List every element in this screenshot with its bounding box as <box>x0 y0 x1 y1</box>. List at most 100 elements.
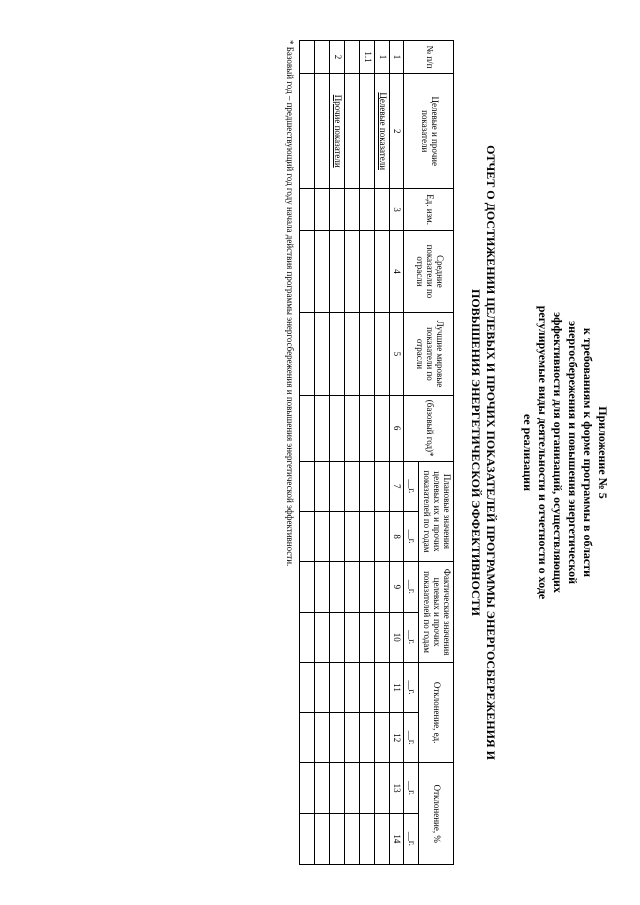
cell <box>329 713 344 763</box>
cell <box>344 662 359 712</box>
table-head: № п/п Целевые и прочие показатели Ед. из… <box>389 41 453 865</box>
cell <box>359 813 374 864</box>
title-line: ОТЧЕТ О ДОСТИЖЕНИИ ЦЕЛЕВЫХ И ПРОЧИХ ПОКА… <box>484 145 498 760</box>
cell <box>315 230 330 312</box>
cell <box>344 41 359 74</box>
cell <box>329 189 344 230</box>
cell <box>329 612 344 662</box>
cell <box>374 313 389 395</box>
colnum: 5 <box>389 313 404 395</box>
colnum: 4 <box>389 230 404 312</box>
col-dev-unit: Отклонение, ед. <box>419 662 454 763</box>
cell <box>300 313 315 395</box>
document-page: Приложение № 5 к требованиям к форме про… <box>0 0 640 905</box>
cell <box>329 230 344 312</box>
footnote: * Базовый год – предшествующий год году … <box>285 40 295 865</box>
table-row: 1.1 <box>359 41 374 865</box>
cell <box>359 313 374 395</box>
table-body: 1 Целевые показатели 1.1 <box>300 41 389 865</box>
colnum: 10 <box>389 612 404 662</box>
cell <box>344 395 359 461</box>
cell <box>359 511 374 561</box>
cell <box>344 189 359 230</box>
cell <box>329 461 344 511</box>
cell <box>300 511 315 561</box>
cell <box>329 395 344 461</box>
cell <box>374 713 389 763</box>
appendix-line: ее реализации <box>521 414 535 491</box>
cell <box>300 189 315 230</box>
colnum: 3 <box>389 189 404 230</box>
cell <box>300 813 315 864</box>
cell <box>315 189 330 230</box>
cell <box>344 612 359 662</box>
colnum: 14 <box>389 813 404 864</box>
col-dev-pct: Отклонение, % <box>419 763 454 865</box>
cell <box>315 562 330 612</box>
colnum: 13 <box>389 763 404 813</box>
cell <box>344 461 359 511</box>
cell <box>374 461 389 511</box>
table-row <box>344 41 359 865</box>
cell <box>315 395 330 461</box>
title-line: ПОВЫШЕНИЯ ЭНЕРГЕТИЧЕСКОЙ ЭФФЕКТИВНОСТИ <box>469 289 483 616</box>
table-row: 1 Целевые показатели <box>374 41 389 865</box>
col-unit: Ед. изм. <box>404 189 454 230</box>
cell <box>329 813 344 864</box>
cell <box>300 612 315 662</box>
col-year: __г. <box>404 511 419 561</box>
appendix-block: Приложение № 5 к требованиям к форме про… <box>520 40 610 865</box>
cell <box>374 763 389 813</box>
cell <box>374 562 389 612</box>
cell <box>344 511 359 561</box>
cell <box>374 511 389 561</box>
appendix-line: к требованиям к форме программы в област… <box>581 328 595 577</box>
cell <box>315 511 330 561</box>
colnum: 1 <box>389 41 404 74</box>
cell <box>374 662 389 712</box>
report-title: ОТЧЕТ О ДОСТИЖЕНИИ ЦЕЛЕВЫХ И ПРОЧИХ ПОКА… <box>468 40 498 865</box>
colnum: 6 <box>389 395 404 461</box>
col-year: __г. <box>404 813 419 864</box>
appendix-line: Приложение № 5 <box>596 406 610 498</box>
cell <box>374 612 389 662</box>
cell <box>344 813 359 864</box>
cell <box>300 562 315 612</box>
cell <box>300 461 315 511</box>
cell <box>315 713 330 763</box>
cell-num: 1 <box>374 41 389 74</box>
col-year: __г. <box>404 562 419 612</box>
cell <box>344 313 359 395</box>
appendix-line: регулируемые виды деятельности и отчетно… <box>536 306 550 600</box>
cell <box>315 41 330 74</box>
cell <box>315 73 330 188</box>
colnum: 12 <box>389 713 404 763</box>
col-year: __г. <box>404 612 419 662</box>
cell <box>315 763 330 813</box>
cell <box>300 395 315 461</box>
cell <box>315 313 330 395</box>
colnum: 9 <box>389 562 404 612</box>
colnum: 11 <box>389 662 404 712</box>
col-base: (базовый год)* <box>404 395 454 461</box>
cell <box>344 713 359 763</box>
col-fact: Фактические значения целевых и прочих по… <box>419 562 454 663</box>
colnum: 7 <box>389 461 404 511</box>
cell <box>374 189 389 230</box>
cell <box>359 189 374 230</box>
col-year: __г. <box>404 763 419 813</box>
cell <box>300 41 315 74</box>
table-row <box>300 41 315 865</box>
cell-num: 2 <box>329 41 344 74</box>
cell <box>359 230 374 312</box>
cell <box>359 662 374 712</box>
cell <box>359 395 374 461</box>
cell <box>359 713 374 763</box>
cell <box>344 73 359 188</box>
cell <box>329 313 344 395</box>
col-year: __г. <box>404 662 419 712</box>
cell <box>359 461 374 511</box>
report-table: № п/п Целевые и прочие показатели Ед. из… <box>299 40 454 865</box>
colnum: 2 <box>389 73 404 188</box>
cell <box>315 813 330 864</box>
